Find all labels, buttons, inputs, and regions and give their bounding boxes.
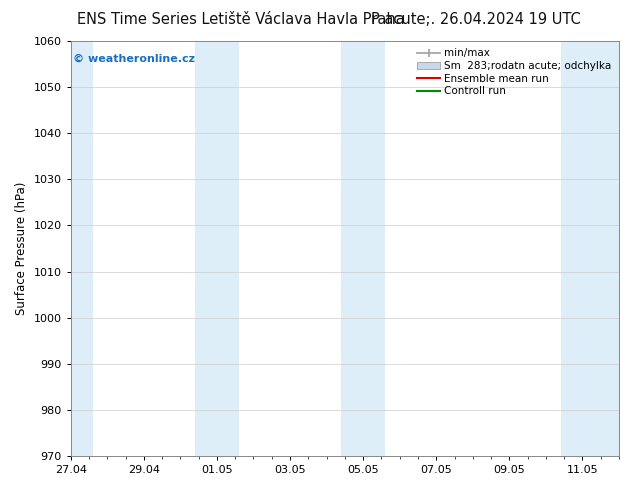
Bar (195, 41, 239, 456)
Bar (71, 41, 93, 456)
Bar (560, 41, 619, 456)
Y-axis label: Surface Pressure (hPa): Surface Pressure (hPa) (15, 182, 28, 315)
Legend: min/max, Sm  283;rodatn acute; odchylka, Ensemble mean run, Controll run: min/max, Sm 283;rodatn acute; odchylka, … (415, 46, 614, 98)
Text: ENS Time Series Letiště Václava Havla Praha: ENS Time Series Letiště Václava Havla Pr… (77, 12, 404, 27)
Bar (341, 41, 385, 456)
Text: © weatheronline.cz: © weatheronline.cz (74, 53, 195, 64)
Text: P acute;. 26.04.2024 19 UTC: P acute;. 26.04.2024 19 UTC (371, 12, 580, 27)
